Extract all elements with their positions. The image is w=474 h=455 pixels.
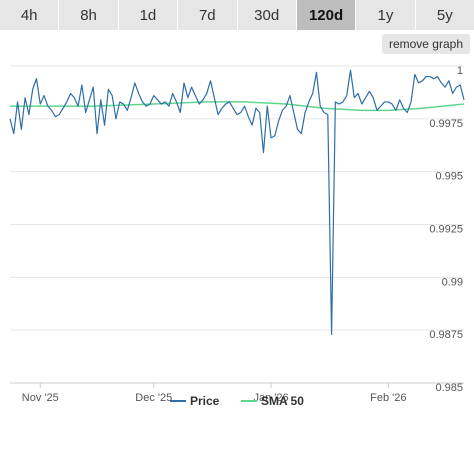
tab-1d[interactable]: 1d (118, 0, 179, 30)
y-tick-label: 0.99 (442, 276, 463, 288)
y-tick-label: 1 (457, 65, 463, 77)
tab-4h[interactable]: 4h (0, 0, 60, 30)
y-tick-label: 0.995 (435, 171, 463, 183)
y-tick-label: 0.9975 (429, 118, 463, 130)
tab-7d[interactable]: 7d (178, 0, 238, 30)
x-tick-label: Jan '26 (253, 392, 288, 404)
x-tick-label: Dec '25 (135, 392, 172, 404)
tab-120d[interactable]: 120d (296, 0, 357, 30)
series-line-price (9, 69, 465, 335)
tab-1y[interactable]: 1y (356, 0, 416, 30)
x-tick-label: Feb '26 (370, 392, 406, 404)
legend-sma-50-label: SMA 50 (261, 394, 304, 408)
timeframe-tabs: 4h 8h 1d 7d 30d 120d 1y 5y (0, 0, 474, 30)
tab-8h[interactable]: 8h (59, 0, 119, 30)
y-tick-label: 0.985 (435, 382, 463, 394)
remove-graph-button[interactable]: remove graph (381, 34, 470, 54)
x-tick-label: Nov '25 (22, 392, 59, 404)
tab-5y[interactable]: 5y (415, 0, 474, 30)
tab-30d[interactable]: 30d (237, 0, 297, 30)
y-tick-label: 0.9925 (429, 224, 463, 236)
legend-price-label: Price (190, 394, 220, 408)
y-tick-label: 0.9875 (429, 329, 463, 341)
